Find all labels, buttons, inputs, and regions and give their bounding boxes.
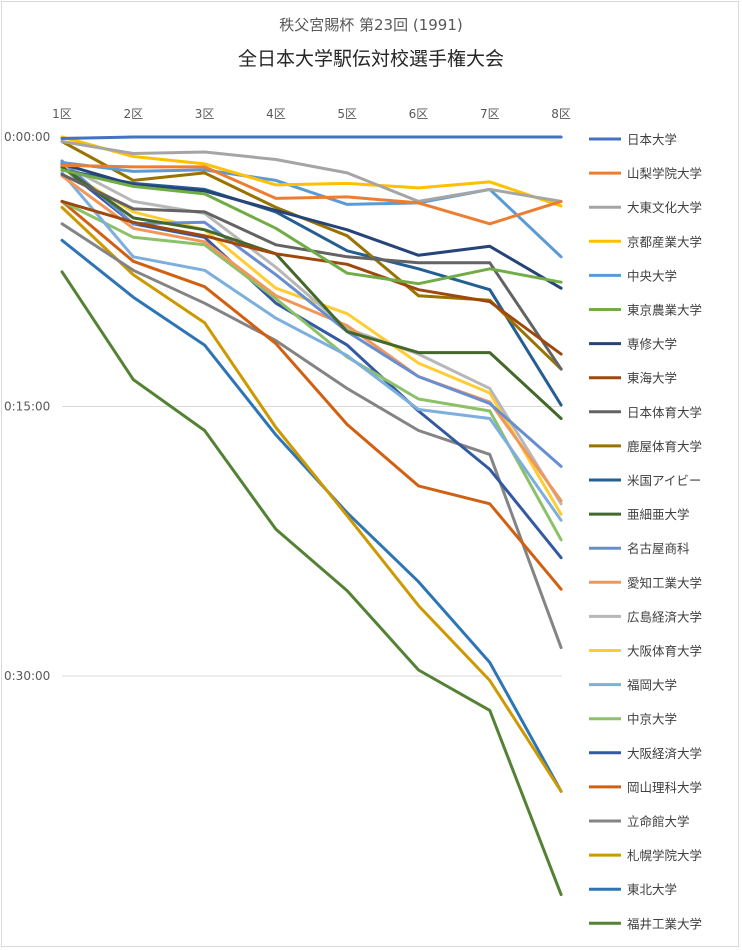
legend-label: 米国アイビー — [627, 473, 701, 488]
y-tick-label: 0:15:00 — [4, 400, 50, 414]
legend-label: 亜細亜大学 — [627, 507, 690, 522]
x-tick-label: 7区 — [480, 107, 500, 121]
chart-subtitle: 秩父宮賜杯 第23回 (1991) — [279, 16, 463, 34]
series-line — [60, 171, 563, 522]
series-line — [60, 165, 563, 420]
legend-label: 大阪経済大学 — [627, 746, 702, 761]
chart-title: 全日本大学駅伝対校選手権大会 — [237, 48, 504, 70]
x-tick-label: 3区 — [195, 107, 215, 121]
legend-label: 山梨学院大学 — [627, 166, 702, 181]
legend-label: 京都産業大学 — [627, 234, 702, 249]
legend: 日本大学山梨学院大学大東文化大学京都産業大学中央大学東京農業大学専修大学東海大学… — [589, 132, 702, 931]
x-tick-label: 2区 — [123, 107, 143, 121]
legend-label: 大阪体育大学 — [627, 644, 702, 659]
series-line — [60, 168, 563, 286]
series-line — [60, 135, 563, 208]
series-line — [60, 140, 563, 203]
legend-label: 広島経済大学 — [627, 609, 702, 624]
series-line — [60, 135, 563, 140]
series-line — [60, 159, 563, 468]
x-tick-label: 4区 — [266, 107, 286, 121]
legend-label: 愛知工業大学 — [627, 575, 702, 590]
legend-label: 大東文化大学 — [627, 200, 702, 215]
legend-label: 日本大学 — [627, 132, 677, 147]
legend-label: 中央大学 — [627, 268, 677, 283]
series-line — [60, 163, 563, 226]
x-tick-label: 6区 — [409, 107, 429, 121]
series-line — [60, 140, 563, 371]
series-line — [60, 199, 563, 356]
series-line — [60, 222, 563, 650]
legend-label: 日本体育大学 — [627, 405, 702, 420]
legend-label: 中京大学 — [627, 712, 677, 727]
x-axis-labels: 1区 2区 3区 4区 5区 6区 7区 8区 — [52, 107, 571, 121]
series-line — [60, 162, 563, 506]
x-tick-label: 5区 — [337, 107, 357, 121]
series-line — [60, 168, 563, 407]
legend-label: 鹿屋体育大学 — [627, 439, 702, 454]
series-line — [60, 270, 563, 897]
legend-label: 福井工業大学 — [627, 916, 702, 931]
legend-label: 立命館大学 — [627, 814, 690, 829]
series-lines — [60, 135, 563, 897]
series-line — [60, 199, 563, 591]
legend-label: 札幌学院大学 — [627, 848, 702, 863]
legend-label: 専修大学 — [627, 337, 677, 352]
series-line — [60, 166, 563, 516]
legend-label: 福岡大学 — [627, 678, 677, 693]
series-line — [60, 165, 563, 560]
y-tick-label: 0:00:00 — [4, 130, 50, 144]
x-tick-label: 1区 — [52, 107, 72, 121]
legend-label: 東京農業大学 — [627, 303, 702, 318]
series-line — [60, 205, 563, 793]
y-tick-label: 0:30:00 — [4, 669, 50, 683]
series-line — [60, 162, 563, 290]
x-tick-label: 8区 — [551, 107, 571, 121]
legend-label: 東海大学 — [627, 371, 677, 386]
series-line — [60, 199, 563, 542]
y-axis-labels: 0:00:00 0:15:00 0:30:00 — [4, 130, 50, 683]
legend-label: 名古屋商科 — [627, 541, 690, 556]
legend-label: 東北大学 — [627, 882, 677, 897]
legend-label: 岡山理科大学 — [627, 780, 702, 795]
